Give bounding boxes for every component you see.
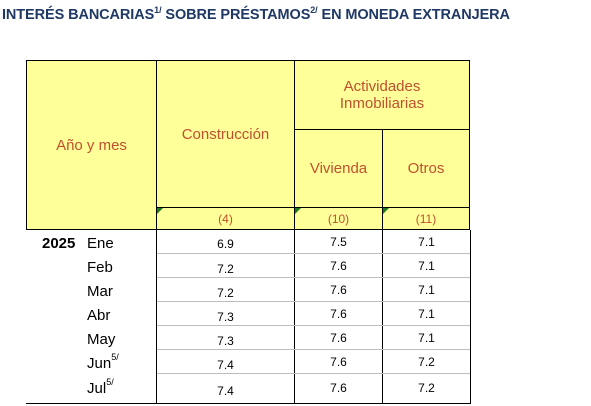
- header-actividades: Actividades Inmobiliarias: [294, 60, 470, 130]
- cell-otros: 7.1: [418, 235, 435, 249]
- year-label: 2025: [42, 235, 76, 252]
- header-vivienda-label: Vivienda: [309, 160, 368, 177]
- cell-otros: 7.2: [418, 381, 435, 395]
- cell-construccion: 7.4: [217, 358, 234, 372]
- header-year-month: Año y mes: [26, 60, 157, 230]
- header-construccion-label: Construcción: [181, 125, 270, 143]
- data-area-right-border: [470, 230, 471, 403]
- title-text-1: INTERÉS BANCARIAS: [2, 7, 155, 23]
- code-construccion-label: (4): [218, 211, 233, 226]
- comment-marker-icon: [383, 208, 389, 214]
- month-label: May: [87, 331, 116, 348]
- month-label: Jul5/: [87, 377, 114, 397]
- code-vivienda-label: (10): [327, 211, 350, 226]
- cell-construccion: 7.2: [217, 262, 234, 276]
- month-label: Jun5/: [87, 352, 119, 372]
- code-vivienda: (10): [294, 207, 383, 230]
- cell-otros: 7.1: [418, 331, 435, 345]
- comment-marker-icon: [295, 208, 301, 214]
- code-otros-label: (11): [415, 211, 437, 226]
- table-bottom-border: [26, 403, 471, 404]
- cell-vivienda: 7.6: [330, 307, 347, 321]
- title-text-2: SOBRE PRÉSTAMOS: [161, 7, 311, 23]
- header-construccion: Construcción: [156, 60, 295, 208]
- cell-construccion: 7.3: [217, 310, 234, 324]
- cell-otros: 7.2: [418, 355, 435, 369]
- title-text-3: EN MONEDA EXTRANJERA: [317, 7, 511, 23]
- row-separator: [157, 349, 470, 350]
- cell-construccion: 6.9: [217, 237, 234, 251]
- code-construccion: (4): [156, 207, 295, 230]
- row-separator: [157, 253, 470, 254]
- cell-construccion: 7.3: [217, 334, 234, 348]
- month-label: Ene: [87, 235, 114, 252]
- cell-vivienda: 7.6: [330, 331, 347, 345]
- data-area-left-border: [156, 230, 157, 403]
- cell-construccion: 7.2: [217, 286, 234, 300]
- month-label: Abr: [87, 307, 111, 324]
- header-vivienda: Vivienda: [294, 129, 383, 208]
- title-note-1: 1/: [154, 5, 162, 15]
- header-year-month-label: Año y mes: [56, 136, 127, 154]
- header-otros-label: Otros: [407, 160, 445, 177]
- cell-construccion: 7.4: [217, 384, 234, 398]
- cell-vivienda: 7.5: [330, 235, 347, 249]
- comment-marker-icon: [157, 208, 163, 214]
- cell-otros: 7.1: [418, 307, 435, 321]
- data-area-divider: [294, 230, 295, 403]
- month-label: Mar: [87, 283, 113, 300]
- month-label: Feb: [87, 259, 113, 276]
- cell-vivienda: 7.6: [330, 355, 347, 369]
- row-separator: [157, 325, 470, 326]
- cell-vivienda: 7.6: [330, 283, 347, 297]
- title-note-2: 2/: [310, 5, 318, 15]
- row-separator: [157, 277, 470, 278]
- table-title: INTERÉS BANCARIAS1/ SOBRE PRÉSTAMOS2/ EN…: [2, 5, 511, 23]
- header-otros: Otros: [382, 129, 470, 208]
- cell-otros: 7.1: [418, 259, 435, 273]
- row-separator: [157, 373, 470, 374]
- cell-vivienda: 7.6: [330, 381, 347, 395]
- data-area-divider: [382, 230, 383, 403]
- cell-otros: 7.1: [418, 283, 435, 297]
- cell-vivienda: 7.6: [330, 259, 347, 273]
- row-separator: [157, 301, 470, 302]
- code-otros: (11): [382, 207, 470, 230]
- header-actividades-label: Actividades Inmobiliarias: [339, 78, 425, 112]
